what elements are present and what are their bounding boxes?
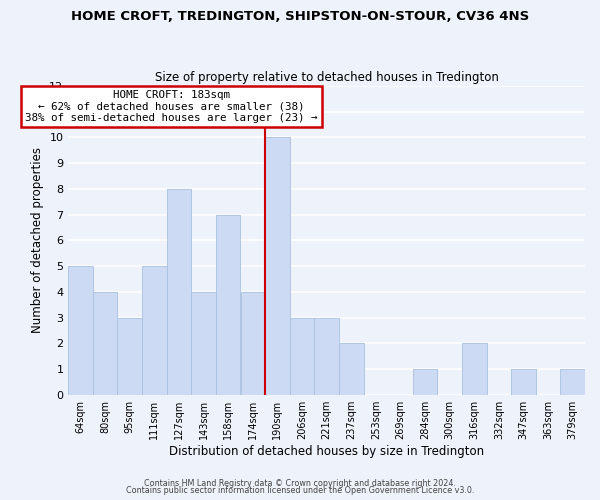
Bar <box>68 266 93 394</box>
X-axis label: Distribution of detached houses by size in Tredington: Distribution of detached houses by size … <box>169 444 484 458</box>
Text: Contains public sector information licensed under the Open Government Licence v3: Contains public sector information licen… <box>126 486 474 495</box>
Bar <box>314 318 339 394</box>
Text: HOME CROFT: 183sqm
← 62% of detached houses are smaller (38)
38% of semi-detache: HOME CROFT: 183sqm ← 62% of detached hou… <box>25 90 318 123</box>
Bar <box>93 292 118 394</box>
Bar <box>462 344 487 394</box>
Bar <box>216 214 241 394</box>
Text: Contains HM Land Registry data © Crown copyright and database right 2024.: Contains HM Land Registry data © Crown c… <box>144 478 456 488</box>
Bar <box>118 318 142 394</box>
Bar <box>511 369 536 394</box>
Bar <box>265 138 290 394</box>
Bar <box>290 318 314 394</box>
Bar <box>167 189 191 394</box>
Bar <box>560 369 585 394</box>
Title: Size of property relative to detached houses in Tredington: Size of property relative to detached ho… <box>155 70 499 84</box>
Bar <box>339 344 364 394</box>
Y-axis label: Number of detached properties: Number of detached properties <box>31 148 44 334</box>
Bar <box>191 292 216 394</box>
Bar <box>142 266 167 394</box>
Bar <box>241 292 265 394</box>
Bar <box>413 369 437 394</box>
Text: HOME CROFT, TREDINGTON, SHIPSTON-ON-STOUR, CV36 4NS: HOME CROFT, TREDINGTON, SHIPSTON-ON-STOU… <box>71 10 529 23</box>
